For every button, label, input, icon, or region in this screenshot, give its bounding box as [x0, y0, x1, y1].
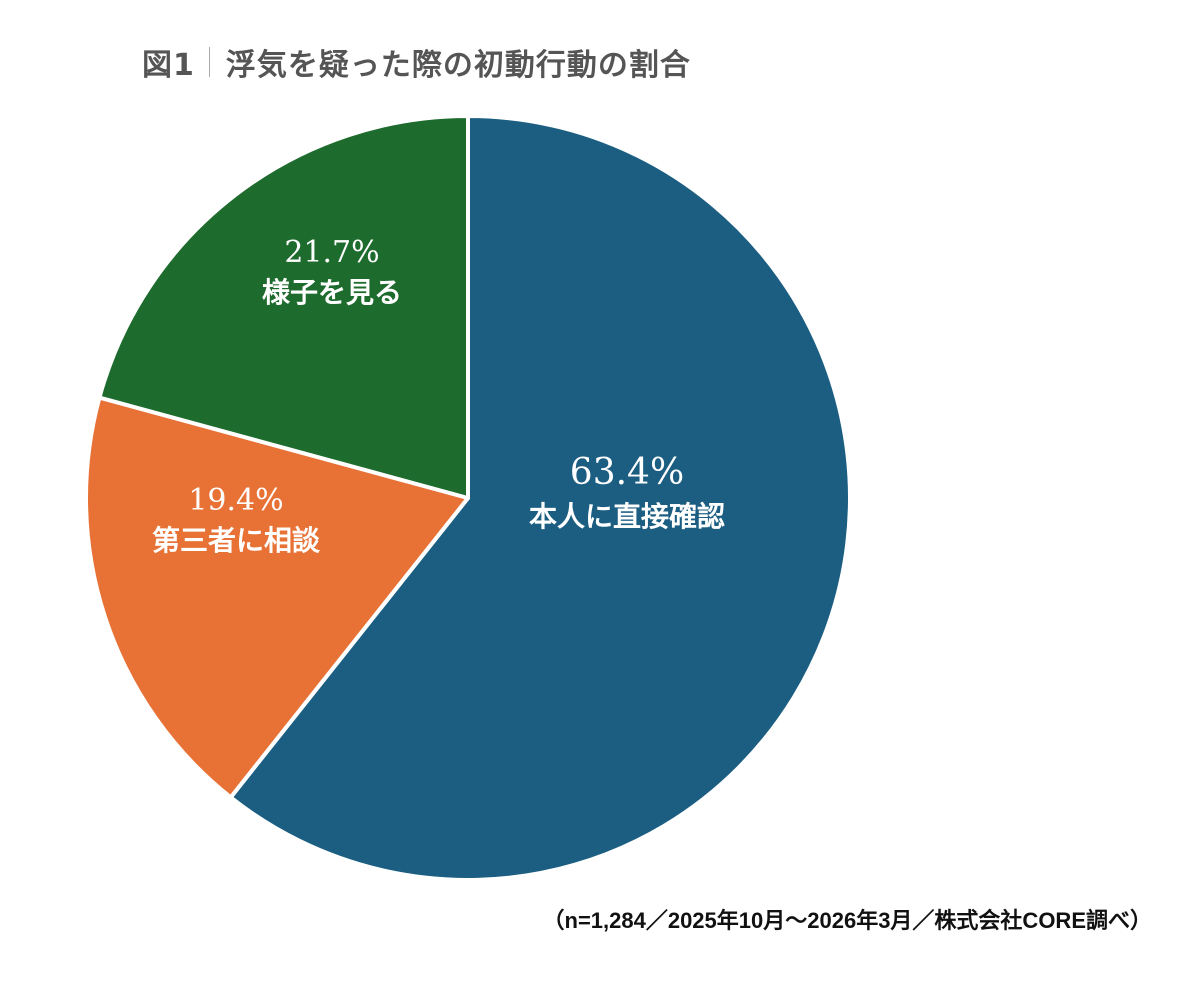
slice-percent: 63.4% — [569, 452, 685, 493]
slice-category: 第三者に相談 — [151, 524, 321, 557]
slice-percent: 21.7% — [284, 235, 380, 270]
slice-category: 様子を見る — [261, 276, 403, 309]
title-text: 浮気を疑った際の初動行動の割合 — [225, 48, 691, 83]
slice-consult-third-party — [84, 395, 470, 800]
slice-label-direct-confirm: 63.4% 本人に直接確認 — [529, 449, 725, 537]
slice-wait-and-see — [97, 114, 470, 500]
figure-label: 図1 — [142, 48, 195, 83]
title-divider — [208, 47, 210, 77]
slice-percent: 19.4% — [188, 483, 284, 518]
chart-title: 図1 浮気を疑った際の初動行動の割合 — [142, 40, 691, 84]
slice-label-consult-third-party: 19.4% 第三者に相談 — [152, 481, 320, 561]
slice-category: 本人に直接確認 — [528, 500, 726, 533]
slice-direct-confirm — [228, 114, 852, 882]
slice-label-wait-and-see: 21.7% 様子を見る — [262, 233, 402, 313]
source-note: （n=1,284／2025年10月～2026年3月／株式会社CORE調べ） — [542, 908, 1153, 933]
